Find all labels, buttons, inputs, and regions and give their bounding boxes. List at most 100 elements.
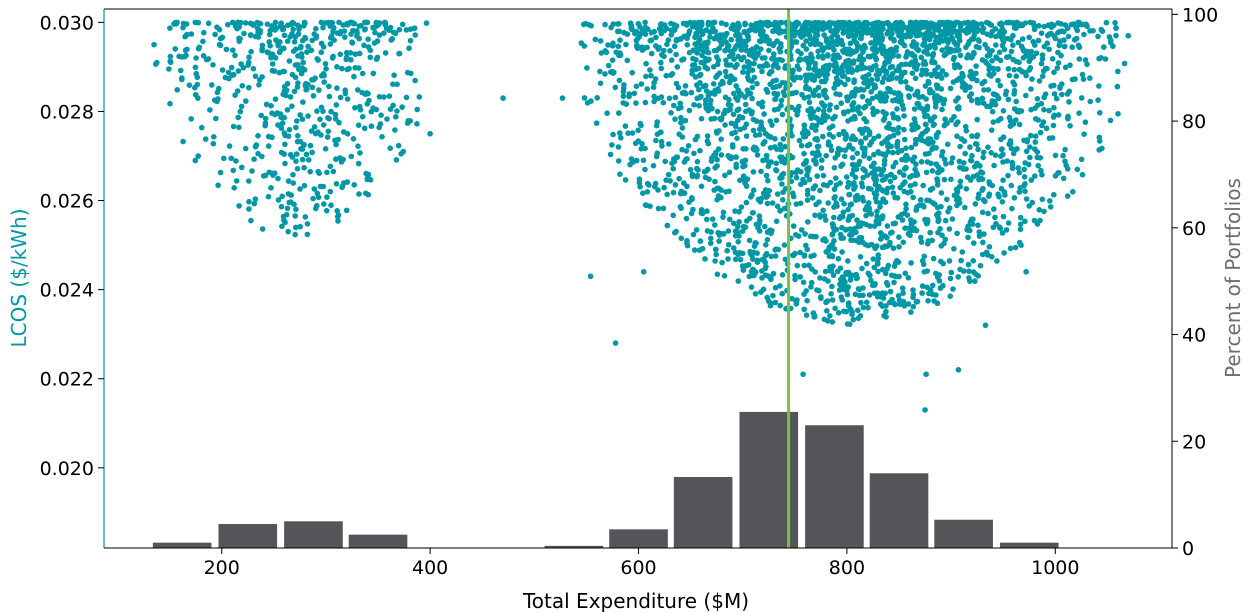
scatter-point — [1098, 26, 1105, 33]
scatter-point — [299, 146, 306, 152]
scatter-point — [951, 39, 958, 46]
scatter-point — [778, 41, 784, 47]
scatter-point — [823, 70, 829, 76]
scatter-point — [924, 268, 930, 274]
scatter-point — [354, 33, 360, 39]
scatter-point — [1047, 204, 1054, 210]
scatter-point — [1115, 111, 1121, 117]
scatter-point — [1017, 214, 1024, 221]
scatter-point — [892, 273, 899, 280]
scatter-point — [1055, 20, 1061, 26]
scatter-point — [407, 118, 414, 124]
scatter-point — [755, 225, 761, 231]
scatter-point — [803, 20, 810, 26]
scatter-point — [903, 54, 909, 60]
scatter-point — [678, 119, 684, 126]
scatter-point — [891, 126, 897, 133]
scatter-point — [256, 77, 263, 83]
scatter-point — [1016, 107, 1022, 114]
scatter-point — [1011, 106, 1018, 112]
scatter-point — [1035, 162, 1041, 169]
scatter-point — [772, 26, 778, 33]
scatter-point — [1004, 54, 1010, 60]
scatter-point — [593, 120, 600, 126]
scatter-point — [668, 57, 675, 63]
scatter-point — [217, 42, 224, 49]
scatter-point — [991, 98, 998, 105]
scatter-point — [929, 168, 936, 174]
scatter-point — [379, 134, 385, 140]
scatter-point — [911, 219, 917, 225]
scatter-point — [801, 262, 808, 269]
scatter-point — [938, 203, 944, 210]
scatter-point — [794, 262, 801, 269]
scatter-point — [704, 216, 710, 223]
scatter-point — [368, 123, 375, 129]
scatter-point — [707, 101, 713, 108]
scatter-point — [849, 154, 856, 161]
scatter-point — [1005, 172, 1011, 179]
scatter-point — [304, 231, 311, 238]
scatter-point — [934, 212, 940, 218]
scatter-point — [1051, 91, 1058, 97]
scatter-point — [964, 54, 970, 61]
scatter-point — [659, 143, 665, 149]
scatter-point — [733, 23, 740, 30]
scatter-point — [812, 41, 818, 48]
scatter-point — [696, 86, 702, 93]
scatter-point — [956, 106, 962, 112]
scatter-point — [399, 21, 406, 28]
scatter-point — [820, 207, 826, 214]
scatter-point — [805, 168, 811, 175]
scatter-point — [828, 291, 834, 297]
scatter-point — [1059, 91, 1065, 98]
scatter-point — [328, 32, 335, 39]
scatter-point — [996, 194, 1002, 200]
scatter-point — [684, 35, 690, 42]
scatter-point — [838, 147, 844, 153]
scatter-point — [990, 65, 997, 72]
scatter-point — [854, 43, 861, 49]
scatter-point — [874, 186, 881, 192]
scatter-point — [770, 270, 777, 277]
scatter-point — [769, 200, 776, 206]
scatter-point — [979, 80, 985, 87]
scatter-point — [623, 101, 630, 107]
scatter-point — [909, 70, 916, 76]
scatter-point — [824, 182, 830, 189]
scatter-point — [901, 172, 907, 178]
scatter-point — [882, 233, 888, 239]
scatter-point — [918, 159, 925, 165]
scatter-point — [992, 214, 998, 221]
scatter-point — [1065, 33, 1072, 40]
scatter-point — [833, 202, 839, 208]
scatter-point — [741, 40, 747, 46]
scatter-point — [957, 27, 964, 34]
scatter-point — [1047, 198, 1053, 204]
scatter-point — [868, 139, 875, 145]
scatter-point — [638, 122, 644, 129]
scatter-point — [689, 171, 696, 178]
scatter-point — [777, 283, 783, 289]
scatter-point — [1032, 146, 1038, 152]
scatter-point — [612, 84, 619, 91]
scatter-point — [1051, 33, 1058, 39]
scatter-point — [912, 92, 918, 98]
scatter-point — [286, 58, 293, 64]
scatter-point — [359, 113, 366, 120]
scatter-point — [851, 180, 857, 186]
scatter-point — [252, 196, 259, 202]
scatter-point — [845, 258, 851, 264]
scatter-point — [953, 98, 959, 104]
scatter-point — [761, 20, 768, 27]
scatter-point — [883, 279, 890, 286]
scatter-point — [406, 45, 412, 51]
scatter-point — [950, 56, 957, 63]
scatter-point — [637, 184, 643, 190]
scatter-point — [250, 22, 257, 29]
scatter-point — [679, 125, 686, 131]
scatter-point — [655, 205, 662, 212]
scatter-point — [884, 31, 890, 37]
scatter-point — [830, 272, 837, 279]
